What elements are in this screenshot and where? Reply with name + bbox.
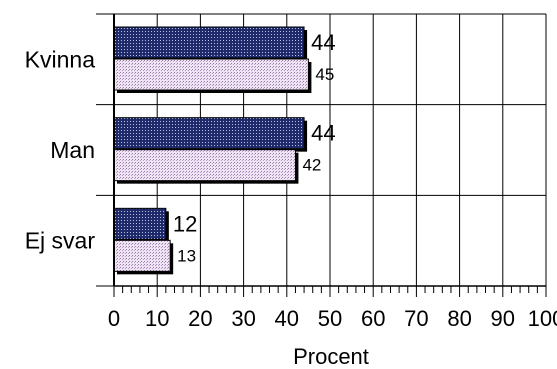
labels: 44 45 Kvinna 44 42 Man 12 13 Ej svar 0 10 20 30 40 50 6… bbox=[25, 30, 557, 331]
data-label: 44 bbox=[311, 30, 335, 55]
data-label: 12 bbox=[173, 211, 197, 236]
data-label: 42 bbox=[302, 156, 321, 175]
x-tick-label: 20 bbox=[188, 306, 212, 331]
x-tick-label: 10 bbox=[145, 306, 169, 331]
x-axis bbox=[113, 14, 547, 297]
category-label: Man bbox=[50, 137, 95, 163]
x-tick-label: 60 bbox=[361, 306, 385, 331]
bars bbox=[113, 26, 312, 275]
bar-man-series-2 bbox=[113, 149, 296, 182]
x-tick-label: 0 bbox=[108, 306, 120, 331]
x-tick-label: 40 bbox=[275, 306, 299, 331]
x-tick-label: 90 bbox=[491, 306, 515, 331]
x-tick-label: 100 bbox=[528, 306, 557, 331]
x-tick-label: 50 bbox=[318, 306, 342, 331]
data-label: 44 bbox=[311, 121, 335, 146]
x-tick-label: 70 bbox=[404, 306, 428, 331]
bar-kvinna-series-2 bbox=[113, 58, 309, 91]
category-label: Kvinna bbox=[25, 46, 96, 72]
x-axis-title: Procent bbox=[293, 344, 369, 369]
x-tick-label: 80 bbox=[447, 306, 471, 331]
data-label: 45 bbox=[315, 65, 334, 84]
bar-kvinna-series-1 bbox=[113, 26, 305, 59]
bar-man-series-1 bbox=[113, 117, 305, 150]
bar-ej-svar-series-2 bbox=[113, 239, 171, 272]
x-tick-label: 30 bbox=[231, 306, 255, 331]
bar-ej-svar-series-1 bbox=[113, 207, 167, 240]
data-label: 13 bbox=[177, 246, 196, 265]
category-label: Ej svar bbox=[25, 228, 96, 254]
